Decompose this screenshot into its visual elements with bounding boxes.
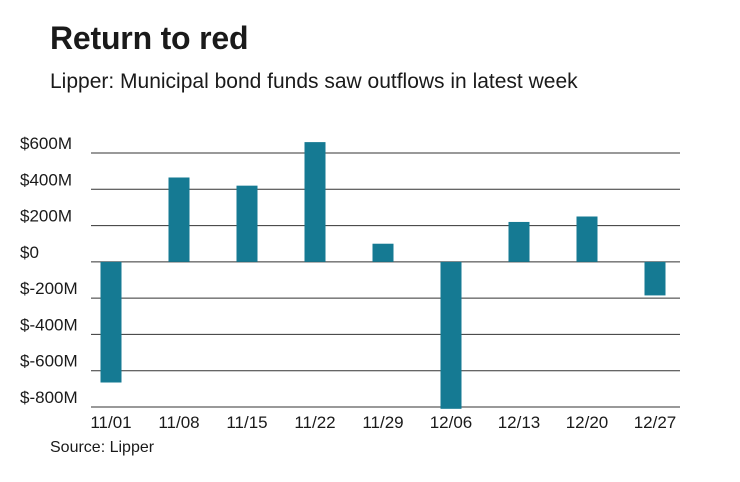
x-tick-label: 12/20 bbox=[566, 413, 609, 432]
y-tick-label: $-600M bbox=[20, 352, 78, 371]
x-tick-label: 12/13 bbox=[498, 413, 541, 432]
bar-11-15 bbox=[236, 185, 258, 262]
x-tick-label: 11/22 bbox=[294, 413, 335, 432]
bar-11-08 bbox=[168, 177, 190, 262]
bar-11-01 bbox=[100, 261, 122, 383]
bar-11-29 bbox=[372, 243, 394, 262]
x-tick-label: 12/27 bbox=[634, 413, 677, 432]
bar-12-13 bbox=[508, 221, 530, 262]
bars bbox=[100, 142, 666, 409]
x-axis-tick-labels: 11/01 11/08 11/15 11/22 11/29 12/06 12/13 12/20… bbox=[90, 413, 676, 432]
y-tick-label: $200M bbox=[20, 207, 72, 226]
y-axis-tick-labels: $600M $400M $200M $0 $-200M $-400M $-600M $-800… bbox=[20, 134, 78, 407]
chart-title: Return to red bbox=[50, 20, 249, 56]
bar-11-22 bbox=[304, 142, 326, 262]
x-tick-label: 12/06 bbox=[430, 413, 473, 432]
x-tick-label: 11/29 bbox=[362, 413, 403, 432]
chart-subtitle: Lipper: Municipal bond funds saw outflow… bbox=[50, 70, 578, 93]
y-tick-label: $-800M bbox=[20, 388, 78, 407]
y-tick-label: $600M bbox=[20, 134, 72, 153]
x-tick-label: 11/08 bbox=[158, 413, 199, 432]
x-tick-label: 11/15 bbox=[226, 413, 267, 432]
bar-12-27 bbox=[644, 261, 666, 296]
y-tick-label: $-400M bbox=[20, 315, 78, 334]
y-tick-label: $-200M bbox=[20, 279, 78, 298]
source-note: Source: Lipper bbox=[50, 439, 155, 456]
x-tick-label: 11/01 bbox=[90, 413, 131, 432]
bar-12-06 bbox=[440, 261, 462, 409]
y-tick-label: $0 bbox=[20, 243, 39, 262]
y-tick-label: $400M bbox=[20, 170, 72, 189]
bar-12-20 bbox=[576, 216, 598, 262]
